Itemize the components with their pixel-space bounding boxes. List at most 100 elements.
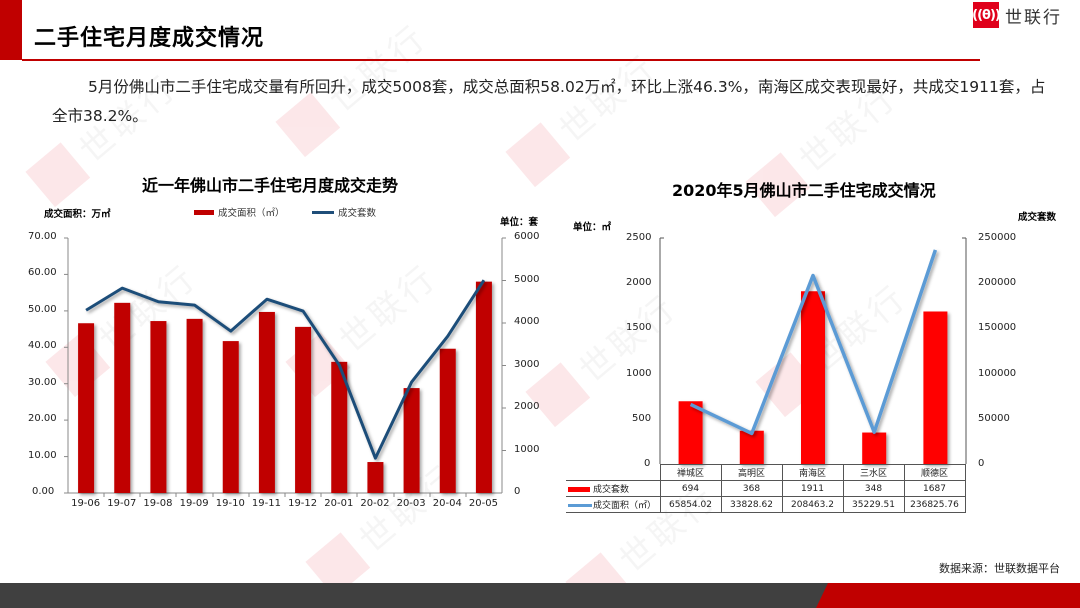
bar [186, 318, 203, 493]
chart-title: 近一年佛山市二手住宅月度成交走势 [142, 176, 399, 195]
right-chart-plot [659, 237, 967, 464]
x-tick: 19-08 [143, 498, 173, 509]
brand-logo: ((θ)) 世联行 [972, 2, 1062, 28]
bar [403, 388, 420, 493]
y-tick-right: 2000 [514, 401, 540, 412]
y-tick: 2500 [626, 232, 652, 243]
x-tick: 19-07 [107, 498, 137, 509]
y-tick-right: 6000 [514, 231, 540, 242]
x-tick: 19-06 [71, 498, 101, 509]
bar [678, 401, 703, 464]
y-tick: 0.00 [32, 486, 55, 497]
table-header-cell: 三水区 [842, 464, 905, 481]
table-cell: 368 [720, 480, 783, 497]
y-tick-right: 5000 [514, 274, 540, 285]
y-tick: 500 [632, 413, 652, 424]
x-tick: 20-01 [324, 498, 354, 509]
y-tick-right: 100000 [978, 368, 1017, 379]
table-cell: 236825.76 [903, 496, 966, 513]
data-source: 数据来源：世联数据平台 [939, 562, 1060, 575]
right-axis-unit: 成交套数 [1018, 212, 1057, 223]
left-axis-unit: 单位：㎡ [573, 222, 612, 233]
y-tick-right: 4000 [514, 316, 540, 327]
footer-accent [816, 583, 1080, 608]
y-tick: 0 [644, 458, 651, 469]
y-tick: 30.00 [28, 377, 57, 388]
bar [862, 432, 887, 464]
bar [150, 321, 167, 493]
bar [258, 311, 275, 493]
bar [367, 462, 384, 493]
bar [923, 311, 948, 464]
table-cell: 1911 [781, 480, 844, 497]
bar [222, 341, 239, 493]
right-axis-unit: 单位：套 [500, 217, 539, 228]
left-axis-unit: 成交面积：万㎡ [44, 209, 111, 220]
y-tick-right: 3000 [514, 359, 540, 370]
table-cell: 348 [842, 480, 905, 497]
bar [739, 430, 764, 464]
header-divider [22, 59, 980, 61]
y-tick-right: 200000 [978, 277, 1017, 288]
legend-line-swatch-icon [312, 210, 334, 214]
table-cell: 694 [659, 480, 722, 497]
y-tick: 1500 [626, 322, 652, 333]
x-tick: 20-03 [396, 498, 426, 509]
table-header-cell: 顺德区 [903, 464, 966, 481]
table-cell: 35229.51 [842, 496, 905, 513]
table-cell: 1687 [903, 480, 966, 497]
x-tick: 20-05 [468, 498, 498, 509]
y-tick: 70.00 [28, 231, 57, 242]
y-tick: 2000 [626, 277, 652, 288]
row-label: 成交套数 [566, 480, 661, 497]
table-cell: 33828.62 [720, 496, 783, 513]
legend-line-swatch-icon [568, 504, 592, 507]
table-header-cell: 南海区 [781, 464, 844, 481]
x-tick: 20-04 [432, 498, 462, 509]
table-cell: 65854.02 [659, 496, 722, 513]
bar [475, 281, 492, 493]
header-accent-bar [0, 0, 22, 60]
y-tick-right: 250000 [978, 232, 1017, 243]
bar [114, 302, 131, 493]
y-tick: 10.00 [28, 450, 57, 461]
district-chart: 2020年5月佛山市二手住宅成交情况 单位：㎡ 成交套数 2500 2000 1… [566, 181, 1057, 513]
y-tick-right: 0 [514, 486, 521, 497]
bar [801, 291, 825, 464]
summary-paragraph: 5月份佛山市二手住宅成交量有所回升，成交5008套，成交总面积58.02万㎡，环… [52, 78, 1046, 125]
legend-item-area: 成交面积（㎡） [194, 205, 285, 219]
bar [331, 361, 348, 493]
y-tick: 40.00 [28, 340, 57, 351]
left-chart-plot [64, 237, 506, 497]
table-header-row: 禅城区 高明区 南海区 三水区 顺德区 [566, 464, 966, 481]
chart-title: 2020年5月佛山市二手住宅成交情况 [672, 181, 936, 200]
row-label: 成交面积（㎡） [566, 496, 661, 513]
legend-bar-swatch-icon [568, 487, 590, 492]
y-tick: 50.00 [28, 304, 57, 315]
table-cell: 208463.2 [781, 496, 844, 513]
legend-bar-swatch-icon [194, 209, 214, 215]
bar [78, 323, 95, 493]
table-row: 成交套数 694 368 1911 348 1687 [566, 480, 966, 497]
x-tick: 19-11 [251, 498, 281, 509]
monthly-trend-chart: 近一年佛山市二手住宅月度成交走势 成交面积：万㎡ 单位：套 成交面积（㎡） 成交… [0, 0, 560, 540]
brand-logo-icon: ((θ)) [972, 2, 1001, 28]
table-header-cell: 禅城区 [659, 464, 722, 481]
y-tick-right: 150000 [978, 322, 1017, 333]
x-tick: 19-12 [288, 498, 318, 509]
y-tick-right: 0 [978, 458, 985, 469]
y-tick-right: 50000 [978, 413, 1010, 424]
bar [439, 348, 456, 493]
legend-item-count: 成交套数 [312, 205, 376, 219]
x-tick: 19-10 [215, 498, 245, 509]
brand-name: 世联行 [1005, 7, 1062, 28]
table-header-cell: 高明区 [720, 464, 783, 481]
page-title: 二手住宅月度成交情况 [34, 26, 265, 51]
x-tick: 19-09 [179, 498, 209, 509]
y-tick: 20.00 [28, 413, 57, 424]
bar [295, 326, 312, 493]
table-row: 成交面积（㎡） 65854.02 33828.62 208463.2 35229… [566, 496, 966, 513]
y-tick-right: 1000 [514, 444, 540, 455]
y-tick: 60.00 [28, 267, 57, 278]
x-tick: 20-02 [360, 498, 390, 509]
